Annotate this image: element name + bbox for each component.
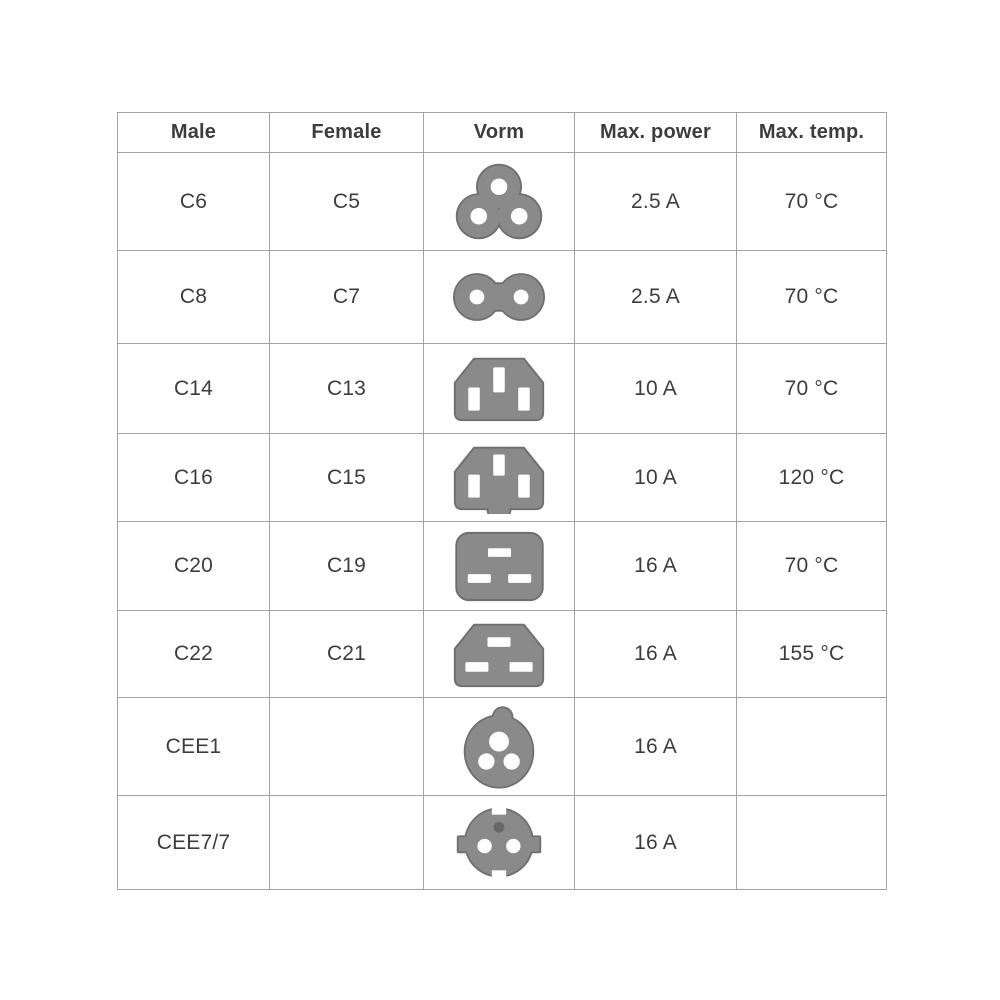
max-power-cell: 16 A — [575, 698, 737, 796]
female-connector-cell — [270, 698, 424, 796]
column-header-vorm: Vorm — [424, 113, 575, 153]
male-connector-cell: C16 — [118, 434, 270, 522]
max-power-cell: 2.5 A — [575, 153, 737, 251]
shape-cell — [424, 251, 575, 344]
max-temp-cell: 155 °C — [737, 611, 886, 698]
max-power-cell: 16 A — [575, 796, 737, 889]
connector-table: Male Female Vorm Max. power Max. temp. C6 C5… — [117, 112, 887, 890]
shape-cell — [424, 796, 575, 889]
max-temp-cell: 70 °C — [737, 251, 886, 344]
shape-cell — [424, 344, 575, 434]
female-connector-cell: C13 — [270, 344, 424, 434]
c7-plug-shape-icon — [453, 271, 545, 323]
male-connector-cell: C6 — [118, 153, 270, 251]
c15-plug-shape-icon — [449, 441, 549, 514]
column-header-max-temp: Max. temp. — [737, 113, 886, 153]
shape-cell — [424, 153, 575, 251]
c13-plug-shape-icon — [449, 352, 549, 425]
shape-cell — [424, 698, 575, 796]
female-connector-cell: C15 — [270, 434, 424, 522]
male-connector-cell: CEE7/7 — [118, 796, 270, 889]
max-power-cell: 2.5 A — [575, 251, 737, 344]
c5-plug-shape-icon — [453, 160, 545, 243]
male-connector-cell: CEE1 — [118, 698, 270, 796]
max-power-cell: 10 A — [575, 434, 737, 522]
max-temp-cell: 70 °C — [737, 153, 886, 251]
max-power-cell: 16 A — [575, 522, 737, 611]
max-temp-cell: 70 °C — [737, 522, 886, 611]
column-header-male: Male — [118, 113, 270, 153]
c19-plug-shape-icon — [453, 530, 546, 603]
cee7-7-plug-shape-icon — [454, 803, 544, 882]
female-connector-cell — [270, 796, 424, 889]
column-header-max-power: Max. power — [575, 113, 737, 153]
female-connector-cell: C5 — [270, 153, 424, 251]
male-connector-cell: C14 — [118, 344, 270, 434]
max-temp-cell — [737, 796, 886, 889]
male-connector-cell: C8 — [118, 251, 270, 344]
c21-plug-shape-icon — [449, 618, 549, 691]
male-connector-cell: C22 — [118, 611, 270, 698]
female-connector-cell: C7 — [270, 251, 424, 344]
shape-cell — [424, 611, 575, 698]
max-temp-cell: 120 °C — [737, 434, 886, 522]
column-header-female: Female — [270, 113, 424, 153]
max-power-cell: 16 A — [575, 611, 737, 698]
shape-cell — [424, 434, 575, 522]
max-temp-cell — [737, 698, 886, 796]
max-power-cell: 10 A — [575, 344, 737, 434]
cee1-plug-shape-icon — [461, 705, 537, 789]
max-temp-cell: 70 °C — [737, 344, 886, 434]
shape-cell — [424, 522, 575, 611]
female-connector-cell: C21 — [270, 611, 424, 698]
female-connector-cell: C19 — [270, 522, 424, 611]
male-connector-cell: C20 — [118, 522, 270, 611]
